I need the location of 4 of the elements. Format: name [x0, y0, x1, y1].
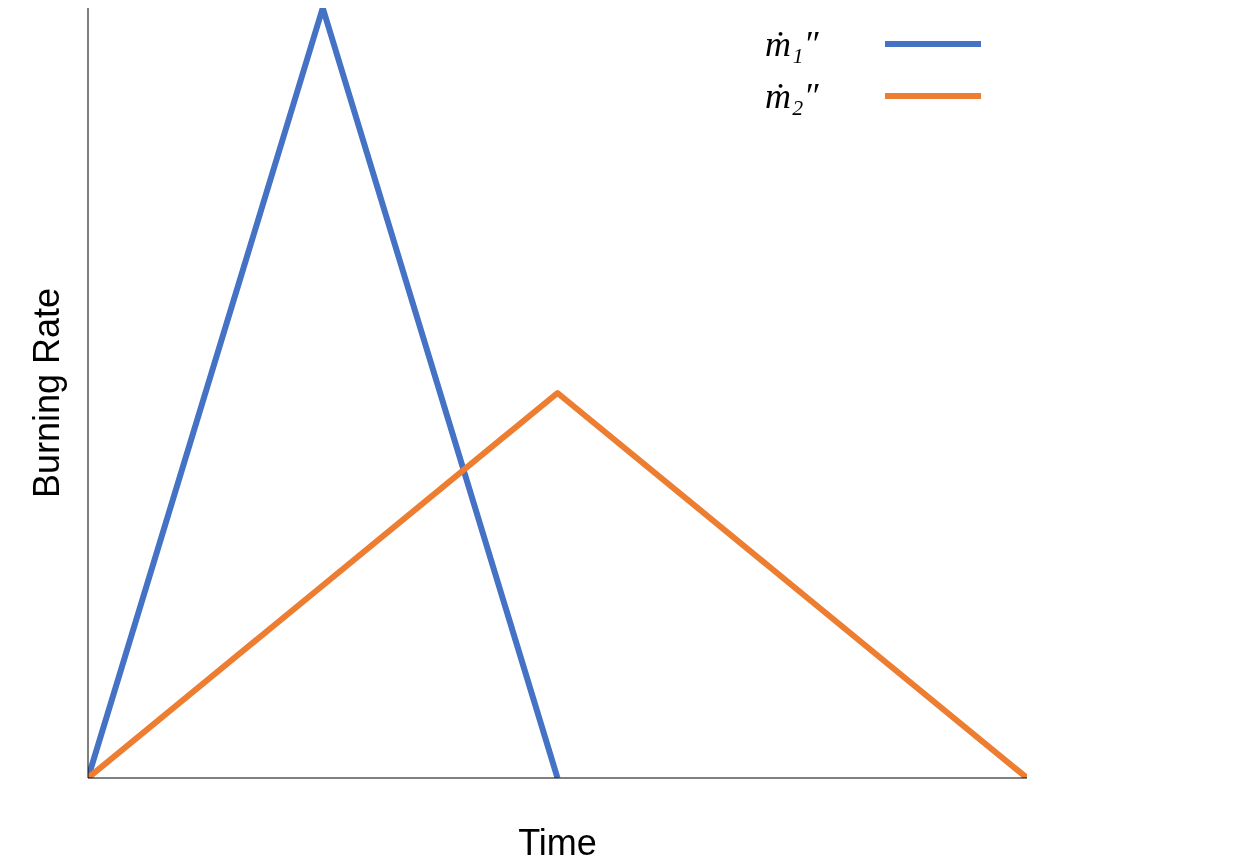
legend-label: ṁ₂″ — [765, 75, 820, 117]
y-axis-title: Burning Rate — [25, 287, 67, 499]
legend-label: ṁ₁″ — [765, 23, 820, 65]
x-axis-title: Time — [518, 822, 597, 855]
